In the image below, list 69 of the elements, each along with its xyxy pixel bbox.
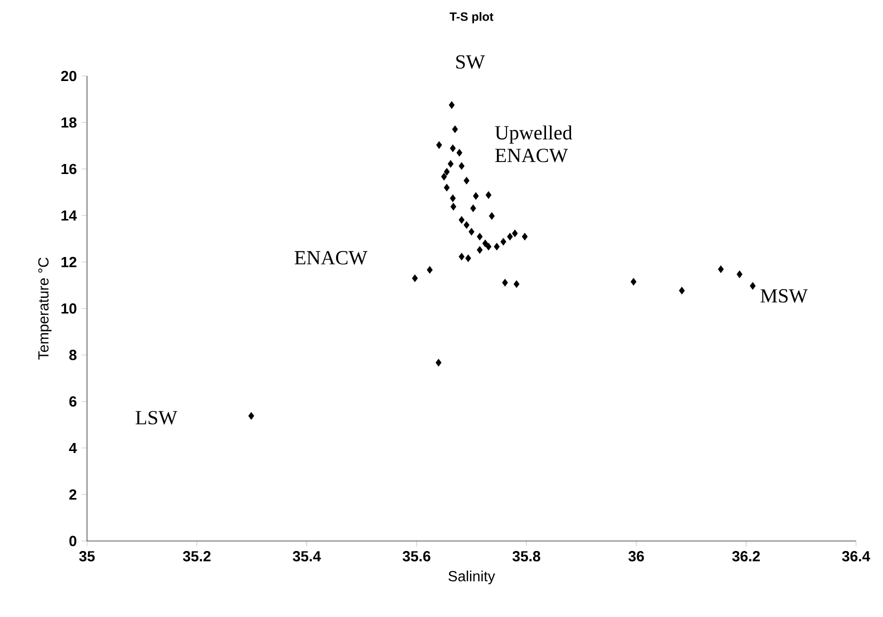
y-tick-label: 0: [69, 536, 76, 546]
point: [486, 242, 492, 250]
point: [452, 125, 458, 133]
point: [436, 358, 442, 366]
point: [750, 282, 756, 290]
x-axis-title: Salinity: [448, 570, 496, 584]
point: [488, 212, 495, 220]
text: SW: [456, 55, 485, 69]
point: [470, 204, 476, 212]
chart-title: T-S plot: [450, 12, 494, 24]
point: [444, 184, 450, 192]
point: [502, 278, 508, 286]
point: [476, 232, 483, 240]
point: [450, 194, 456, 202]
point: [448, 160, 454, 168]
annotation: MSW: [760, 289, 808, 303]
point: [679, 286, 685, 294]
y-tick-label: 2: [69, 489, 76, 500]
y-tick-label: 14: [62, 210, 77, 221]
x-tick-label: 36.2: [732, 551, 760, 562]
point: [718, 265, 724, 273]
y-tick-label: 18: [62, 117, 76, 128]
annotation: ENACW: [294, 251, 368, 265]
point: [456, 148, 462, 156]
point: [464, 176, 470, 184]
point: [514, 280, 520, 288]
x-tick-label: 35.4: [292, 551, 321, 562]
point: [512, 230, 518, 238]
point: [458, 216, 464, 224]
point: [486, 191, 492, 199]
point: [500, 238, 506, 246]
y-tick-label: 6: [69, 396, 76, 407]
annotation: LSW: [136, 410, 178, 425]
x-tick-label: 36.4: [842, 551, 870, 562]
y-tick-label: 12: [62, 256, 76, 268]
point: [444, 168, 450, 176]
point: [507, 232, 513, 240]
x-tick-label: 35: [79, 551, 95, 562]
point: [494, 242, 500, 250]
point: [468, 228, 474, 236]
point: [441, 172, 447, 180]
point: [436, 141, 442, 149]
point: [248, 412, 254, 420]
point: [412, 274, 418, 282]
y-tick-label: 4: [69, 442, 77, 454]
point: [482, 240, 488, 248]
point: [630, 278, 636, 286]
point: [426, 266, 433, 274]
point: [458, 162, 464, 170]
y-tick-label: 20: [61, 70, 76, 82]
point: [522, 232, 528, 240]
y-tick-label: 10: [62, 303, 76, 314]
point: [473, 192, 479, 200]
y-tick-label: 8: [69, 350, 76, 360]
point: [736, 270, 742, 278]
x-tick-label: 35.6: [402, 551, 430, 562]
point: [450, 202, 456, 210]
x-tick-label: 35.2: [182, 551, 211, 562]
point: [458, 252, 464, 260]
x-tick-label: 36: [628, 551, 644, 562]
point: [450, 144, 456, 152]
point: [448, 101, 455, 109]
y-axis-title: Temperature °C: [38, 258, 52, 360]
annotation: Upwelled ENACW: [495, 125, 572, 162]
point: [476, 246, 483, 254]
y-tick-label: 16: [62, 164, 76, 174]
x-tick-label: 35.8: [512, 551, 540, 562]
point: [465, 254, 472, 262]
point: [464, 221, 470, 229]
